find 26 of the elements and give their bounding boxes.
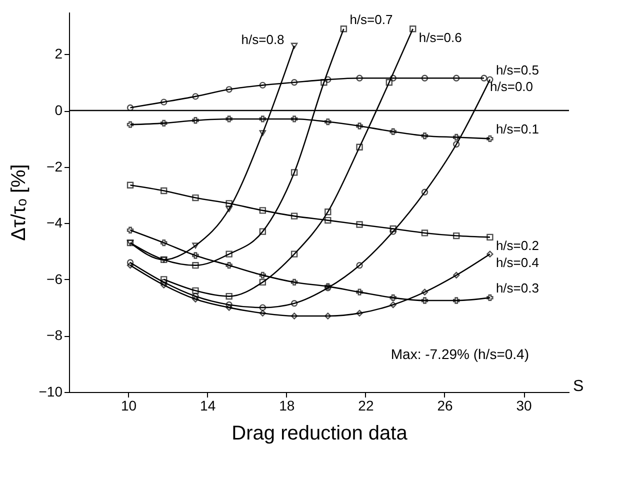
series-label: h/s=0.4 <box>496 255 539 270</box>
y-tick-label: −2 <box>46 158 63 174</box>
series-label: h/s=0.2 <box>496 238 539 254</box>
y-tick-label: −10 <box>38 384 63 400</box>
text: S <box>573 378 584 395</box>
y-tick-label: −8 <box>46 327 63 344</box>
series-label: h/s=0.5 <box>496 62 539 78</box>
x-tick-label: 30 <box>516 398 532 414</box>
series-label: h/s=0.0 <box>490 79 534 94</box>
series-label: h/s=0.3 <box>496 280 539 296</box>
series-label: h/s=0.7 <box>350 12 393 27</box>
x-tick-label: 18 <box>279 398 295 414</box>
x-axis-title: Drag reduction data <box>232 422 408 444</box>
series-label: h/s=0.6 <box>418 30 462 45</box>
series-label: h/s=0.1 <box>496 122 539 137</box>
x-tick-label: 22 <box>358 398 374 414</box>
y-tick-label: −6 <box>46 270 63 287</box>
x-tick-label: 10 <box>121 398 137 414</box>
y-tick-label: 2 <box>54 46 63 62</box>
y-tick-label: 0 <box>54 102 63 118</box>
series-label: h/s=0.8 <box>241 32 284 47</box>
annotation: Max: -7.29% (h/s=0.4) <box>390 346 529 362</box>
x-tick-label: 26 <box>437 398 453 414</box>
x-tick-label: 14 <box>200 398 216 414</box>
y-axis-title: Δτ/τₒ [%] <box>8 164 30 241</box>
y-tick-label: −4 <box>46 214 63 231</box>
